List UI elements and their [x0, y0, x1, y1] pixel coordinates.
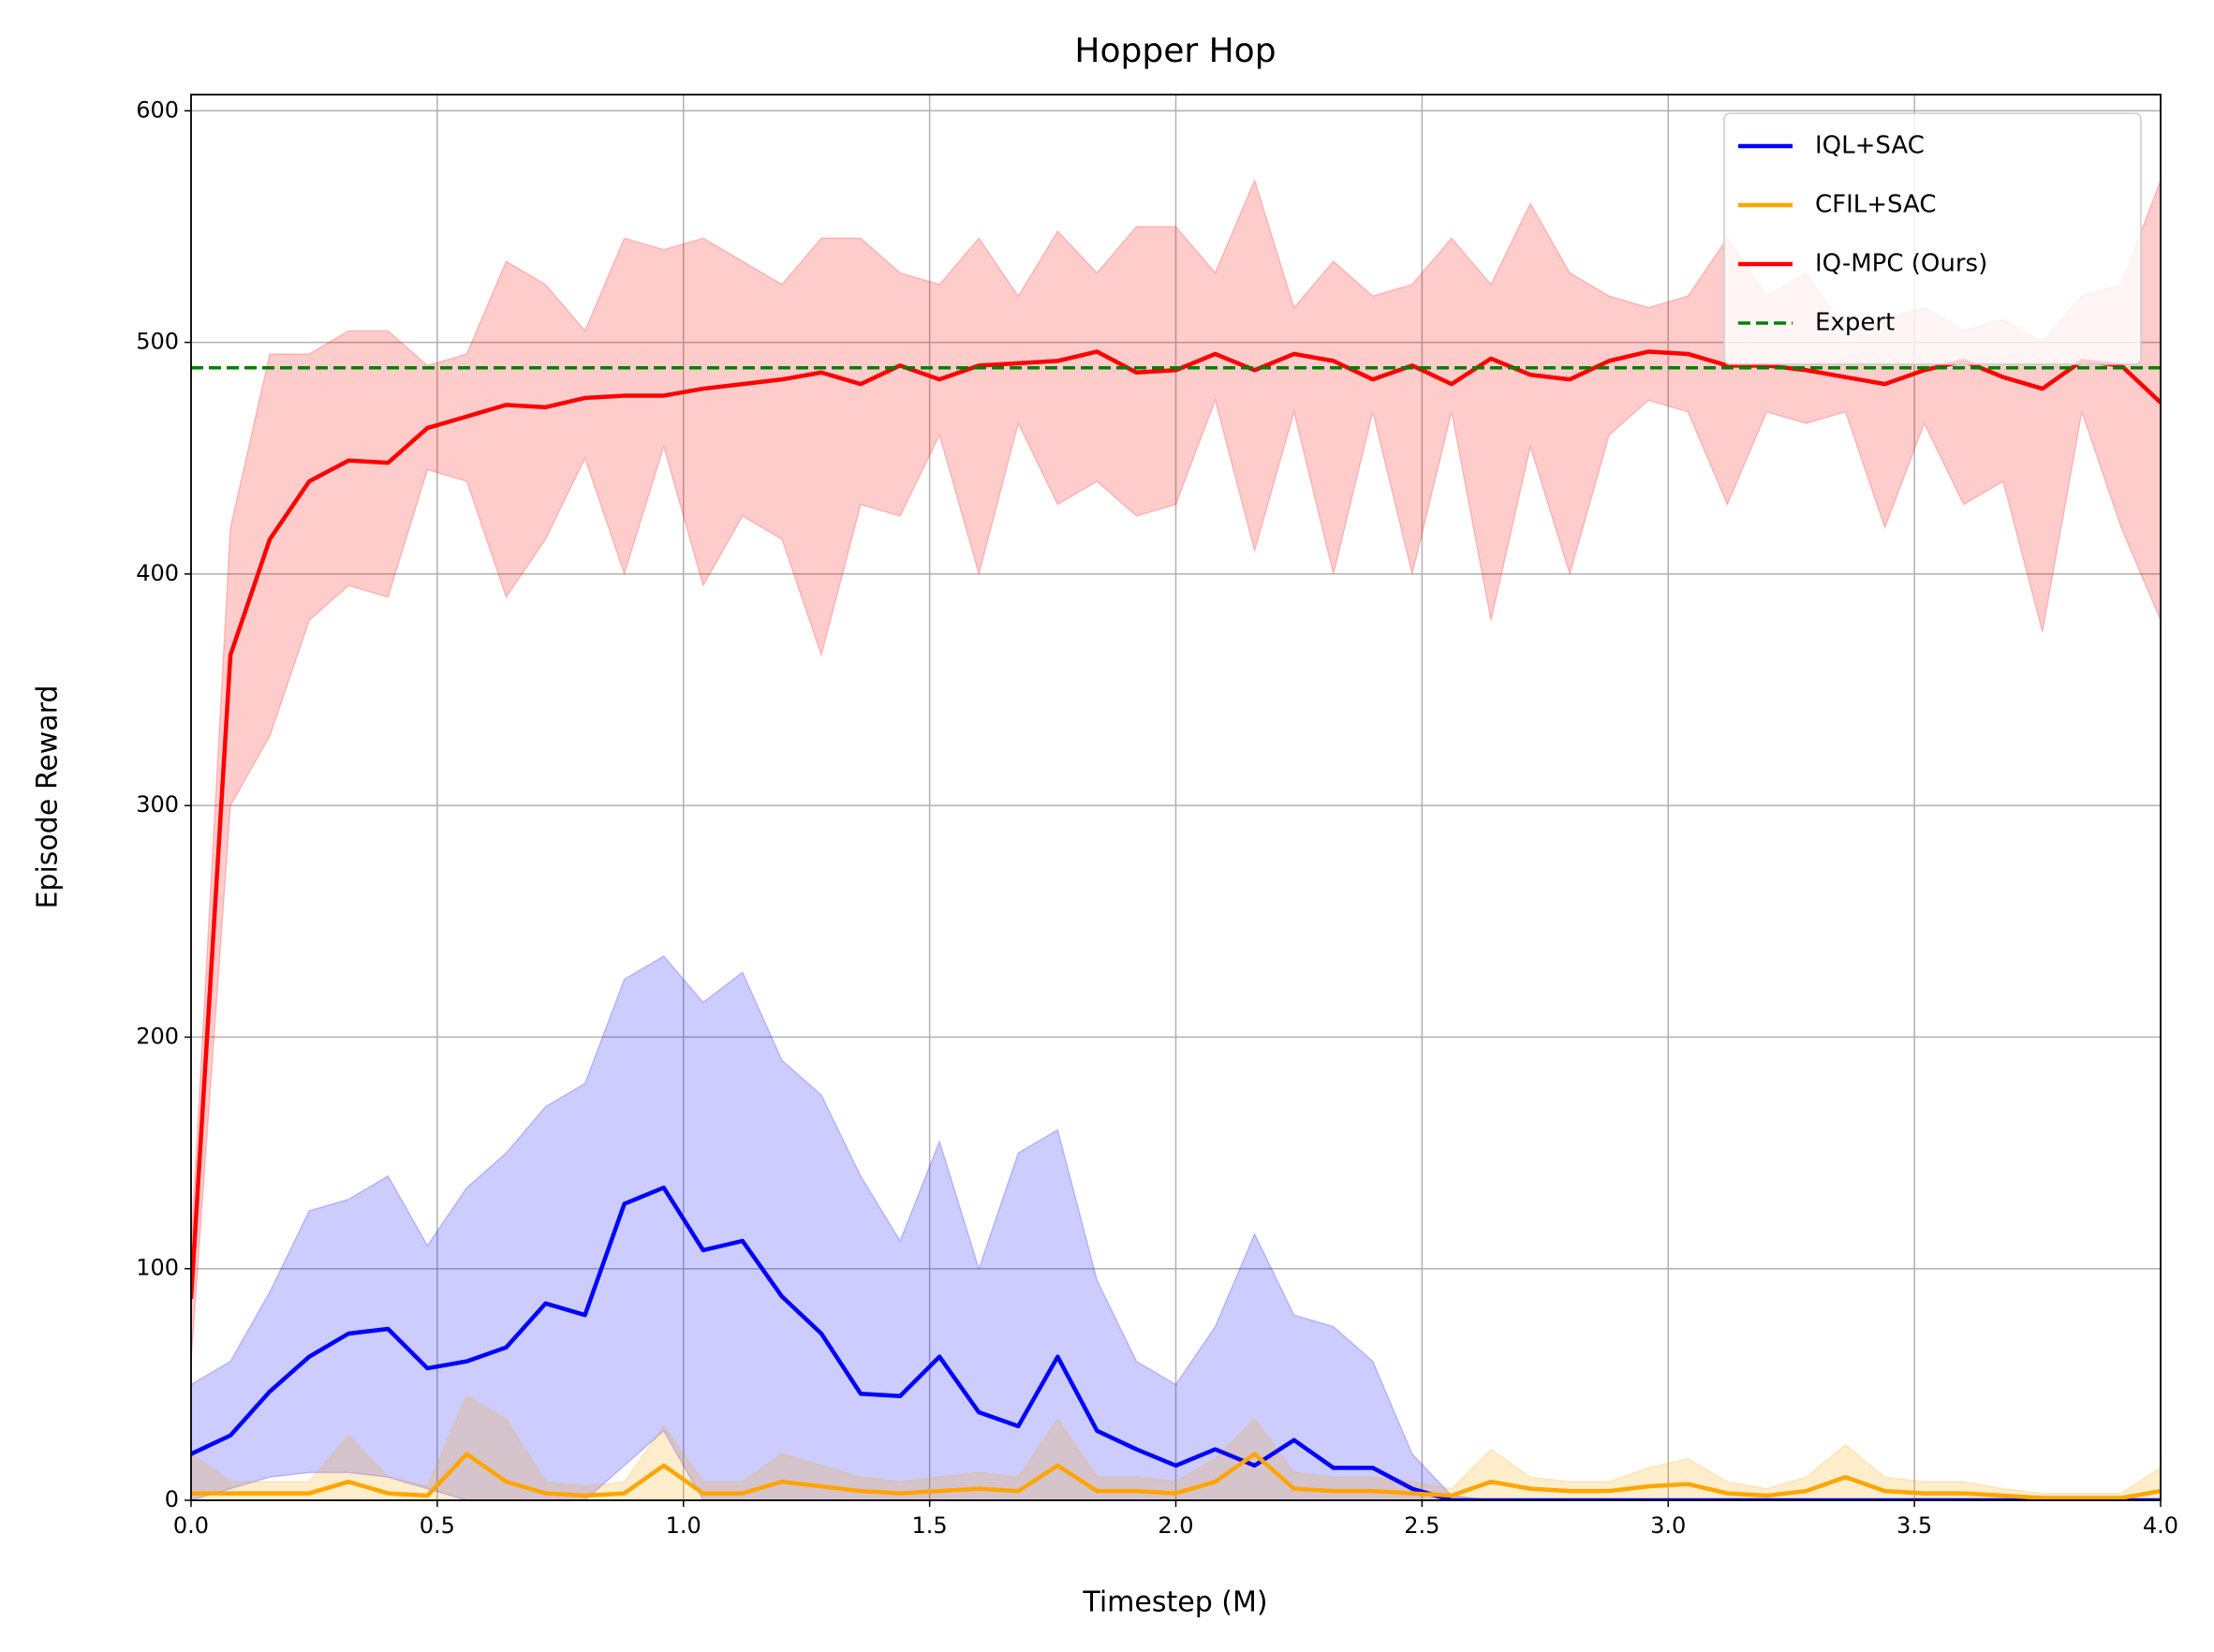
y-tick-label: 300 [136, 791, 179, 818]
x-tick-label: 0.0 [173, 1512, 209, 1539]
error-band [191, 954, 2161, 1500]
chart-title: Hopper Hop [1074, 32, 1276, 70]
legend-box [1723, 112, 2142, 365]
legend-label: Expert [1815, 309, 1895, 337]
x-tick-label: 3.5 [1897, 1512, 1932, 1539]
legend-label: IQ-MPC (Ours) [1815, 250, 1987, 278]
y-tick-label: 200 [136, 1023, 179, 1049]
x-tick-label: 2.5 [1404, 1512, 1439, 1539]
y-tick-label: 0 [165, 1486, 179, 1512]
series-line [191, 1452, 2161, 1500]
plot-area [191, 178, 2161, 1500]
y-tick-label: 600 [136, 96, 179, 123]
x-tick-label: 2.0 [1158, 1512, 1193, 1539]
x-axis-label: Timestep (M) [1082, 1586, 1267, 1619]
y-tick-label: 500 [136, 329, 179, 355]
x-tick-label: 1.0 [666, 1512, 701, 1539]
legend-label: CFIL+SAC [1815, 191, 1937, 219]
x-tick-label: 0.5 [420, 1512, 455, 1539]
y-axis-label: Episode Reward [32, 685, 65, 908]
legend-label: IQL+SAC [1815, 132, 1925, 160]
y-tick-label: 100 [136, 1255, 179, 1281]
y-tick-label: 400 [136, 560, 179, 586]
series-line [191, 349, 2161, 1299]
x-tick-label: 3.0 [1650, 1512, 1686, 1539]
x-tick-label: 1.5 [912, 1512, 948, 1539]
x-tick-label: 4.0 [2143, 1512, 2178, 1539]
series-line [191, 1185, 2161, 1500]
error-band [191, 1394, 2161, 1500]
error-band [191, 178, 2161, 1362]
plot-frame [190, 94, 2162, 1501]
